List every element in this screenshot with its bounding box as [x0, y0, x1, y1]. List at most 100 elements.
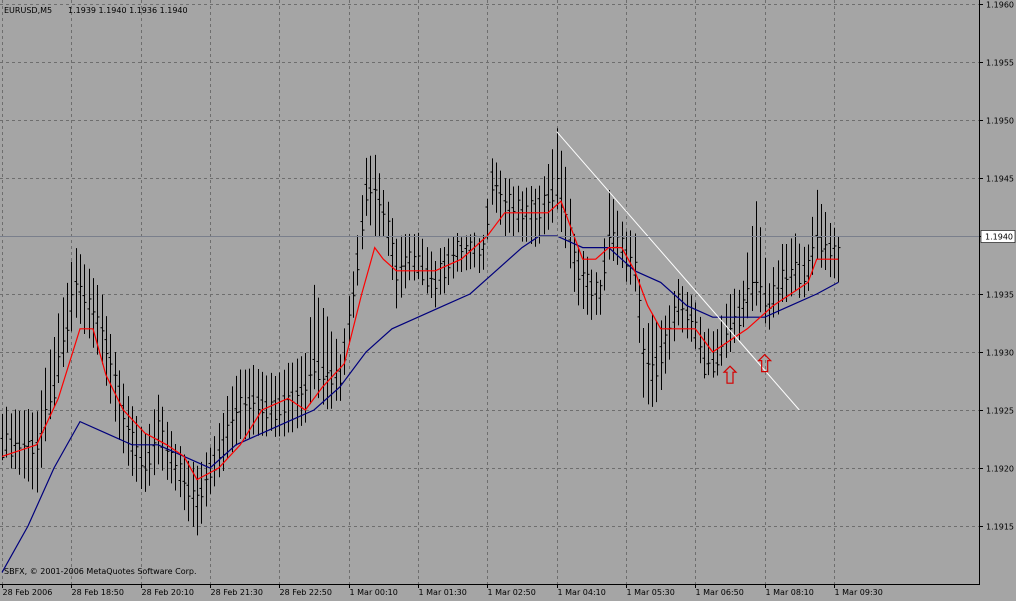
ohlc-bar [9, 413, 14, 469]
price-tick-label: 1.1935 [986, 291, 1014, 300]
ohlc-bar [663, 315, 668, 374]
ohlc-bar [451, 236, 456, 279]
ohlc-bar [347, 296, 352, 343]
ohlc-bar [598, 279, 603, 315]
ohlc-bar [165, 421, 170, 480]
ohlc-bar [100, 294, 105, 365]
ohlc-bar [299, 356, 304, 426]
ohlc-bar [815, 189, 820, 260]
arrow-up-icon [722, 365, 738, 384]
price-tick-label: 1.1950 [986, 117, 1014, 126]
ma-slow-layer [1, 235, 839, 573]
ohlc-bar [806, 244, 811, 291]
ohlc-bar [771, 267, 776, 318]
ohlc-bar [308, 317, 313, 405]
ohlc-bar [355, 235, 360, 286]
ohlc-bar [819, 203, 824, 268]
ohlc-bar [715, 329, 720, 376]
ohlc-bar [594, 272, 599, 315]
ohlc-bar [69, 261, 74, 332]
price-tick-label: 1.1945 [986, 175, 1014, 184]
time-tick-label: 1 Mar 09:30 [835, 588, 883, 596]
ohlc-bar [82, 264, 87, 335]
ohlc-bar [507, 178, 512, 233]
ohlc-bar [706, 328, 711, 376]
ohlc-bar [52, 337, 57, 407]
ohlc-bar [680, 286, 685, 333]
ohlc-bar [585, 256, 590, 315]
ohlc-bar [152, 409, 157, 476]
ohlc-bar [208, 447, 213, 494]
ohlc-bar [104, 316, 109, 386]
time-axis: 28 Feb 2006 28 Feb 18:50 28 Feb 20:10 28 Fe… [2, 584, 883, 597]
price-tick-label: 1.1920 [986, 465, 1014, 474]
ohlc-bar [611, 199, 616, 261]
ohlc-bar [87, 268, 92, 339]
ohlc-bar [130, 406, 135, 476]
ohlc-bar [234, 375, 239, 446]
ohlc-bar [182, 454, 187, 511]
ohlc-bar [48, 349, 53, 420]
ohlc-bar [784, 243, 789, 302]
current-price-marker: 1.1940 [0, 230, 1016, 243]
ohlc-bar [373, 154, 378, 237]
ma-fast-layer [1, 200, 839, 481]
ohlc-bar [134, 416, 139, 482]
ohlc-bar [108, 333, 113, 404]
price-tick-label: 1.1915 [986, 523, 1014, 532]
ohlc-bar [780, 243, 785, 302]
ohlc-bar [802, 246, 807, 298]
ohlc-bar [65, 282, 70, 353]
ohlc-bar [325, 316, 330, 410]
current-price-label: 1.1940 [985, 233, 1013, 242]
ohlc-bar [455, 232, 460, 272]
time-tick-label: 28 Feb 20:10 [142, 588, 194, 596]
ohlc-bar [126, 396, 131, 466]
ohlc-bar [173, 444, 178, 491]
ohlc-bar [238, 369, 243, 440]
ohlc-bar [503, 178, 508, 237]
ohlc-bar [741, 280, 746, 328]
price-tick-label: 1.1960 [986, 1, 1014, 10]
ohlc-bar [321, 307, 326, 405]
ohlc-bar [637, 279, 642, 343]
ohlc-bar [186, 460, 191, 522]
time-tick-label: 1 Mar 02:50 [488, 588, 536, 596]
trendline-layer[interactable] [556, 131, 800, 411]
ohlc-bar [264, 375, 269, 437]
ohlc-bar [459, 237, 464, 272]
time-tick-label: 28 Feb 2006 [3, 588, 53, 596]
ohlc-bar [407, 233, 412, 281]
ohlc-bar [143, 433, 148, 492]
ohlc-bar [702, 332, 707, 379]
ohlc-bar [793, 233, 798, 292]
ohlc-bar [481, 234, 486, 270]
ohlc-bar [633, 233, 638, 292]
ohlc-bar [260, 371, 265, 436]
ma-fast-line [1, 200, 839, 481]
ohlc-bar [56, 313, 61, 384]
ohlc-bar [74, 248, 79, 318]
time-tick-label: 28 Feb 22:50 [280, 588, 332, 596]
ohlc-bar [516, 185, 521, 233]
ohlc-bar [61, 297, 66, 367]
ohlc-bar [225, 396, 230, 458]
ohlc-bar [195, 465, 200, 536]
ohlc-bar [256, 368, 261, 436]
time-tick-label: 1 Mar 04:10 [558, 588, 606, 596]
ohlc-bar [303, 353, 308, 423]
current-price-box [980, 230, 1016, 243]
ohlc-bar [828, 222, 833, 278]
ohlc-bar [676, 278, 681, 326]
ohlc-bar [754, 201, 759, 306]
ohlc-bar [364, 157, 369, 216]
ohlc-bar [4, 406, 9, 458]
ohlc-bar [377, 173, 382, 238]
ohlc-bar [78, 254, 83, 324]
ohlc-bar [446, 238, 451, 285]
ohlc-bar [533, 188, 538, 247]
price-tick-label: 1.1955 [986, 59, 1014, 68]
